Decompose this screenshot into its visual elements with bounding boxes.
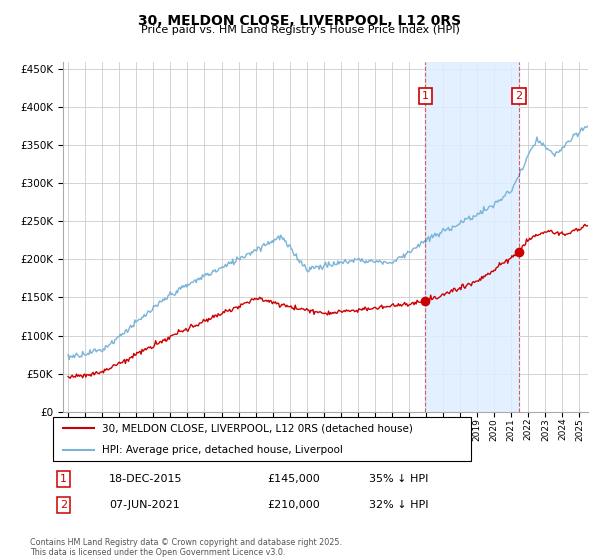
Text: 30, MELDON CLOSE, LIVERPOOL, L12 0RS (detached house): 30, MELDON CLOSE, LIVERPOOL, L12 0RS (de… xyxy=(101,423,412,433)
Text: Price paid vs. HM Land Registry's House Price Index (HPI): Price paid vs. HM Land Registry's House … xyxy=(140,25,460,35)
Text: £210,000: £210,000 xyxy=(267,500,320,510)
Text: 07-JUN-2021: 07-JUN-2021 xyxy=(109,500,180,510)
Text: 1: 1 xyxy=(422,91,429,101)
Text: 2: 2 xyxy=(60,500,67,510)
FancyBboxPatch shape xyxy=(53,417,472,461)
Text: £145,000: £145,000 xyxy=(267,474,320,484)
Text: HPI: Average price, detached house, Liverpool: HPI: Average price, detached house, Live… xyxy=(101,445,343,455)
Text: 35% ↓ HPI: 35% ↓ HPI xyxy=(370,474,428,484)
Text: 30, MELDON CLOSE, LIVERPOOL, L12 0RS: 30, MELDON CLOSE, LIVERPOOL, L12 0RS xyxy=(139,14,461,28)
Text: Contains HM Land Registry data © Crown copyright and database right 2025.
This d: Contains HM Land Registry data © Crown c… xyxy=(30,538,342,557)
Text: 18-DEC-2015: 18-DEC-2015 xyxy=(109,474,182,484)
Text: 1: 1 xyxy=(60,474,67,484)
Text: 32% ↓ HPI: 32% ↓ HPI xyxy=(370,500,429,510)
Text: 2: 2 xyxy=(515,91,523,101)
Bar xyxy=(425,62,519,412)
